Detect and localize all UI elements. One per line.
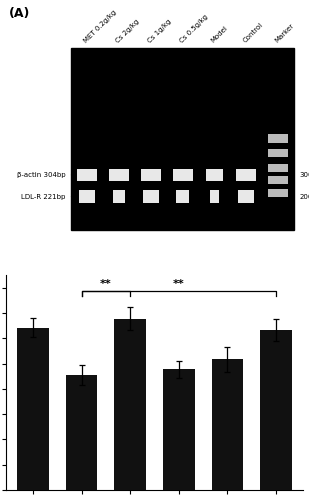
Text: Model: Model — [210, 25, 229, 44]
Text: 200bp: 200bp — [300, 194, 309, 200]
Bar — [163, 370, 195, 490]
Bar — [17, 328, 49, 490]
Text: Cs 0.5g/kg: Cs 0.5g/kg — [178, 14, 209, 44]
Text: Control: Control — [242, 22, 264, 44]
Text: MET 0.2g/kg: MET 0.2g/kg — [83, 9, 118, 44]
Text: 300bp: 300bp — [300, 172, 309, 178]
Bar — [206, 168, 223, 181]
Bar — [113, 190, 125, 203]
Text: (A): (A) — [9, 8, 31, 20]
Bar — [238, 190, 254, 203]
Bar — [176, 190, 189, 203]
Bar — [109, 168, 129, 181]
Bar — [268, 176, 288, 184]
Bar — [210, 190, 219, 203]
Bar — [260, 330, 292, 490]
Bar — [212, 359, 243, 490]
Text: β-actin 304bp: β-actin 304bp — [17, 172, 66, 178]
Text: Cs 2g/kg: Cs 2g/kg — [115, 18, 141, 44]
Bar — [143, 190, 159, 203]
Text: Cs 1g/kg: Cs 1g/kg — [147, 18, 172, 44]
Bar — [173, 168, 193, 181]
Bar — [141, 168, 161, 181]
Bar — [66, 375, 97, 490]
Text: **: ** — [173, 279, 185, 289]
Bar — [71, 48, 294, 230]
Text: **: ** — [100, 279, 112, 289]
Text: LDL-R 221bp: LDL-R 221bp — [21, 194, 66, 200]
Bar — [236, 168, 256, 181]
Bar — [79, 190, 95, 203]
Bar — [268, 164, 288, 172]
Bar — [268, 189, 288, 197]
Text: Marker: Marker — [274, 22, 295, 44]
Bar — [114, 319, 146, 490]
Bar — [268, 134, 288, 142]
Bar — [78, 168, 97, 181]
Bar — [268, 149, 288, 157]
